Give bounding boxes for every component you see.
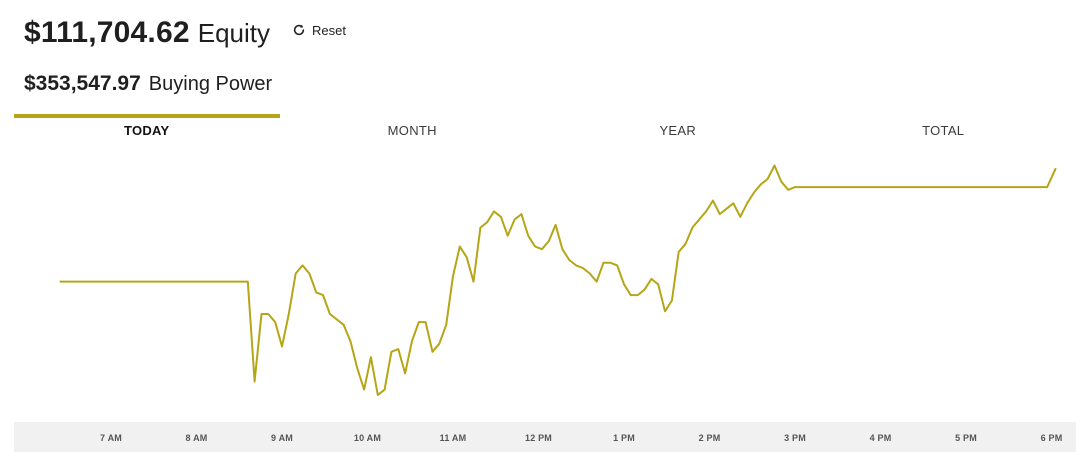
equity-summary: $111,704.62 Equity Reset [24, 16, 346, 56]
tab-month[interactable]: MONTH [387, 123, 437, 138]
buying-power-label: Buying Power [148, 73, 273, 95]
reset-button[interactable]: Reset [292, 23, 346, 38]
reset-label: Reset [312, 22, 346, 38]
buying-power-value: $353,547.97 [24, 72, 141, 95]
x-axis-band [14, 422, 1076, 452]
equity-line-chart[interactable] [0, 140, 1085, 422]
tab-total[interactable]: TOTAL [922, 123, 965, 138]
timeframe-tabs: TODAY MONTH YEAR TOTAL [14, 114, 1076, 144]
tab-year[interactable]: YEAR [659, 123, 697, 138]
equity-label: Equity [197, 18, 270, 48]
refresh-icon [293, 24, 305, 36]
equity-value: $111,704.62 [24, 16, 190, 49]
tab-today[interactable]: TODAY [14, 114, 280, 144]
buying-power-summary: $353,547.97 Buying Power [24, 72, 272, 96]
equity-series-line [59, 164, 1057, 396]
